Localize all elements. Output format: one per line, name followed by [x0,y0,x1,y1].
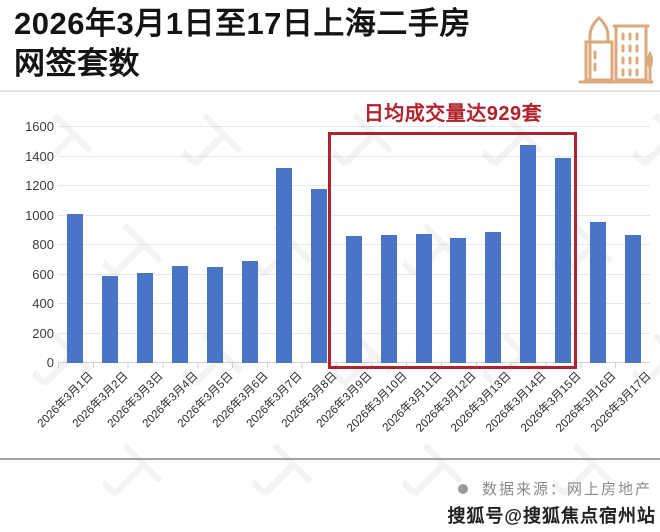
page-title-line2: 网签套数 [14,45,140,81]
bar-2026年3月8日 [311,188,328,363]
y-axis-tick-label: 1400 [25,148,54,164]
bar-2026年3月12日 [450,237,467,363]
y-axis-tick-label: 0 [46,355,54,370]
bar-2026年3月11日 [415,233,432,363]
y-axis-tick-label: 1000 [25,207,54,223]
y-axis-tick-label: 1600 [25,119,54,134]
x-axis-ticks [58,363,650,368]
bar-2026年3月13日 [485,232,502,363]
page-title: 2026年3月1日至17日上海二手房 网签套数 [14,4,574,83]
bar-2026年3月4日 [171,266,188,363]
sohu-watermark-text: 搜狐号@搜狐焦点宿州站 [447,506,656,526]
bar-2026年3月17日 [624,234,641,363]
y-axis-tick-label: 200 [32,325,54,341]
y-axis-tick-label: 400 [32,296,54,311]
y-axis-tick-label: 1200 [25,178,54,193]
highlight-box [328,132,577,369]
bar-2026年3月2日 [102,275,119,363]
bar-2026年3月9日 [346,236,362,363]
header-divider [0,90,660,92]
bar-2026年3月15日 [554,157,571,363]
chart-annotation: 日均成交量达929套 [363,103,543,125]
gridline [58,126,650,127]
bar-2026年3月10日 [380,234,397,363]
page-title-line1: 2026年3月1日至17日上海二手房 [14,6,471,41]
bar-2026年3月1日 [67,214,84,363]
bar-2026年3月3日 [137,273,154,363]
y-axis-tick-label: 800 [32,237,54,252]
gridline [58,214,650,216]
source-row: 数据来源：网上房地产 [457,478,652,499]
gridline [58,155,650,157]
gridline [58,185,650,186]
data-source-text: 数据来源：网上房地产 [481,481,652,498]
bar-2026年3月6日 [241,261,258,363]
bar-2026年3月16日 [589,222,606,363]
plot-area [58,126,650,363]
bar-2026年3月5日 [206,267,223,363]
bar-2026年3月7日 [276,167,293,363]
bar-2026年3月14日 [520,145,537,363]
bar-chart: 日均成交量达929套 0 200 400 600 800 1000 1200 1400 1600… [0,92,660,462]
y-axis-tick-label: 600 [32,266,54,282]
buildings-icon [578,15,654,84]
bullet-icon [457,483,468,494]
footer-divider [0,458,660,460]
